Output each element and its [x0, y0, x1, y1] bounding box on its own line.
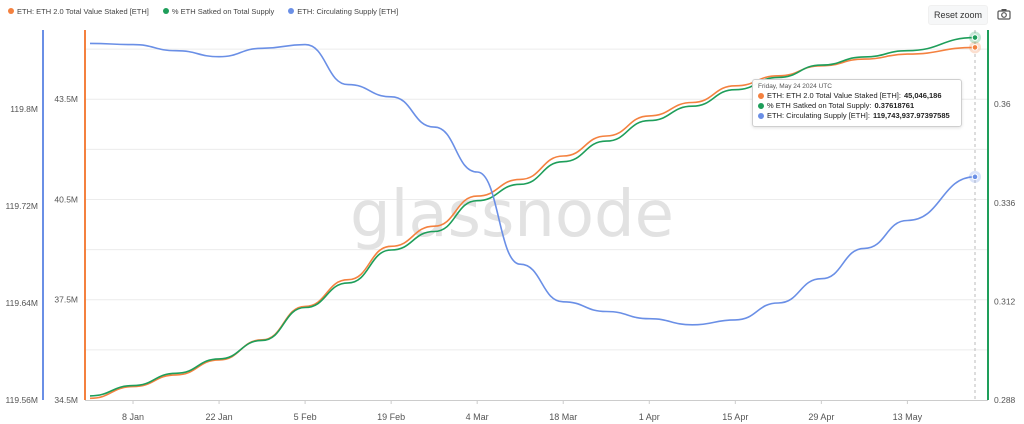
- staked-tick-label: 34.5M: [54, 395, 78, 405]
- series-line-1[interactable]: [89, 36, 976, 397]
- tooltip-row: ETH: ETH 2.0 Total Value Staked [ETH]: 45…: [758, 91, 956, 101]
- tooltip-date: Friday, May 24 2024 UTC: [758, 83, 832, 90]
- legend-label: % ETH Satked on Total Supply: [171, 6, 275, 16]
- series-dot-icon: [758, 103, 764, 109]
- x-tick-label: 18 Mar: [549, 412, 577, 422]
- x-tick-label: 4 Mar: [466, 412, 489, 422]
- hover-marker: [971, 44, 979, 51]
- x-axis: 8 Jan 22 Jan 5 Feb 19 Feb 4 Mar 18 Mar 1 Apr 15…: [122, 400, 923, 422]
- legend-item[interactable]: % ETH Satked on Total Supply: [162, 6, 275, 16]
- tooltip-row: % ETH Satked on Total Supply: 0.37618761: [758, 101, 956, 111]
- percent-tick-label: 0.312: [994, 296, 1016, 306]
- supply-tick-label: 119.72M: [6, 201, 38, 211]
- gridlines: [85, 48, 988, 351]
- legend-dot-icon: [288, 8, 295, 14]
- staked-tick-label: 37.5M: [54, 295, 78, 305]
- x-tick-label: 22 Jan: [206, 412, 233, 422]
- tooltip-label: % ETH Satked on Total Supply:: [767, 101, 872, 110]
- supply-tick-label: 119.8M: [10, 104, 38, 114]
- chart-legend: ETH: ETH 2.0 Total Value Staked [ETH] % E…: [8, 4, 398, 18]
- legend-label: ETH: Circulating Supply [ETH]: [297, 6, 399, 16]
- tooltip-label: ETH: ETH 2.0 Total Value Staked [ETH]:: [767, 91, 901, 100]
- reset-zoom-button[interactable]: Reset zoom: [928, 5, 988, 25]
- x-tick-label: 29 Apr: [808, 412, 834, 422]
- x-tick-label: 13 May: [893, 412, 923, 422]
- axes: 119.8M 119.72M 119.64M 119.56M 43.5M 40.5M 37.…: [6, 30, 1016, 405]
- tooltip-value: 0.37618761: [874, 101, 915, 110]
- hover-markers: [969, 31, 981, 183]
- supply-tick-label: 119.56M: [6, 395, 38, 405]
- staked-tick-label: 43.5M: [54, 94, 78, 104]
- hover-marker: [971, 34, 979, 41]
- legend-dot-icon: [8, 8, 14, 14]
- x-tick-label: 15 Apr: [722, 412, 748, 422]
- tooltip-value: 45,046,186: [903, 91, 942, 100]
- staked-tick-label: 40.5M: [54, 194, 78, 204]
- series-lines: [89, 36, 976, 400]
- legend-item[interactable]: ETH: Circulating Supply [ETH]: [288, 7, 398, 16]
- tooltip-row: ETH: Circulating Supply [ETH]: 119,743,93…: [758, 111, 956, 121]
- x-tick-label: 19 Feb: [377, 412, 405, 422]
- x-tick-label: 1 Apr: [639, 412, 660, 422]
- percent-tick-label: 0.336: [994, 198, 1016, 208]
- hover-marker: [971, 173, 979, 181]
- series-dot-icon: [758, 113, 764, 119]
- series-line-2[interactable]: [89, 42, 976, 326]
- x-tick-label: 5 Feb: [294, 412, 317, 422]
- percent-tick-label: 0.36: [994, 99, 1011, 109]
- watermark: glassnode: [350, 178, 674, 252]
- legend-label: ETH: ETH 2.0 Total Value Staked [ETH]: [17, 6, 149, 16]
- supply-tick-label: 119.64M: [6, 298, 38, 308]
- legend-item[interactable]: ETH: ETH 2.0 Total Value Staked [ETH]: [8, 7, 149, 16]
- legend-dot-icon: [162, 8, 169, 14]
- camera-icon[interactable]: [996, 6, 1012, 22]
- percent-tick-label: 0.288: [994, 395, 1016, 405]
- x-tick-label: 8 Jan: [122, 412, 144, 422]
- tooltip-label: ETH: Circulating Supply [ETH]:: [767, 111, 870, 120]
- tooltip-value: 119,743,937.97397585: [872, 111, 950, 120]
- series-dot-icon: [758, 93, 764, 99]
- tooltip: Friday, May 24 2024 UTC ETH: ETH 2.0 Tot…: [752, 79, 962, 127]
